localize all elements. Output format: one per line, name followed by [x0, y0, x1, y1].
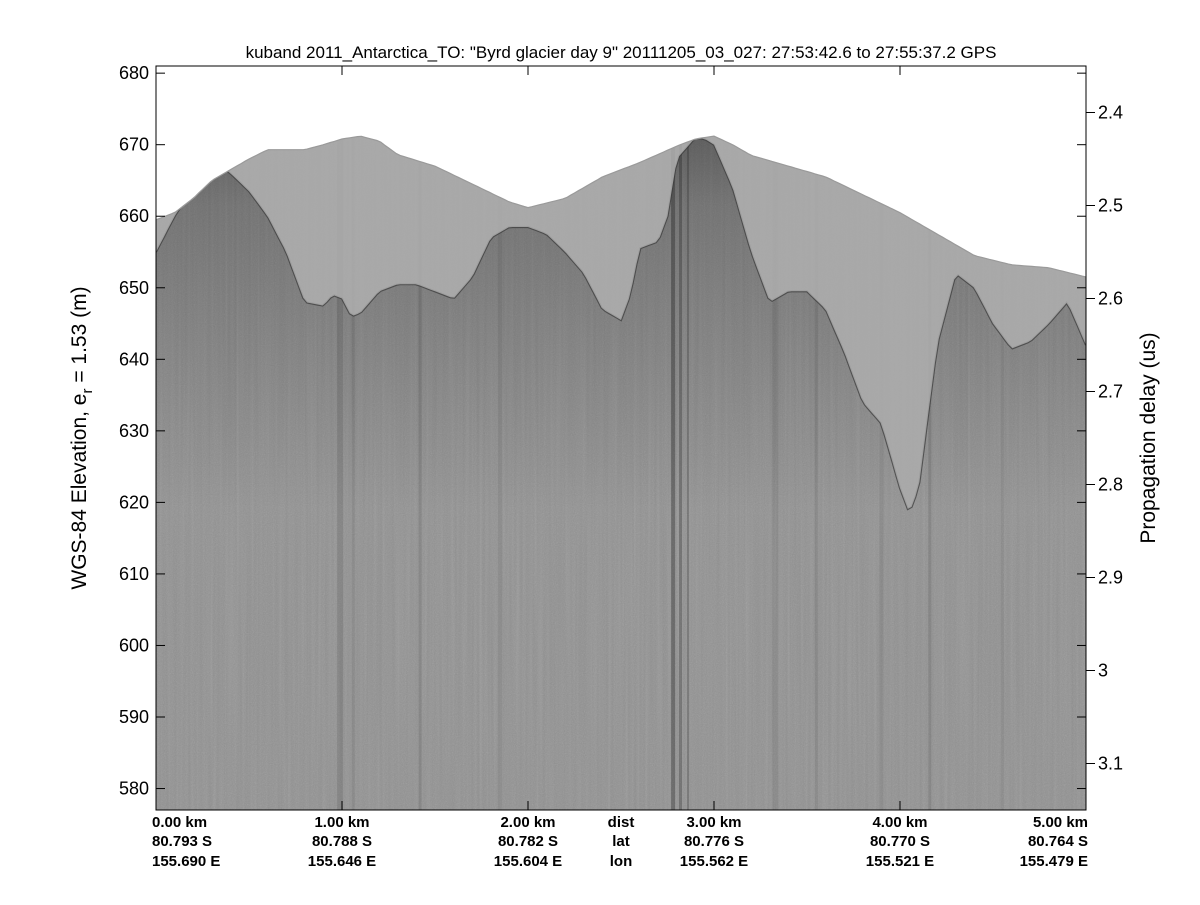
left-tick-label: 680 [119, 63, 149, 83]
right-tick-label: 2.5 [1098, 196, 1123, 216]
bottom-tick-label-lat: 80.776 S [684, 833, 744, 850]
left-tick-label: 650 [119, 278, 149, 298]
left-tick-label: 600 [119, 635, 149, 655]
ice-layer-region [156, 136, 1086, 509]
bottom-tick-label-dist: 5.00 km [1033, 814, 1088, 831]
right-tick-label: 2.8 [1098, 475, 1123, 495]
right-tick-label: 2.9 [1098, 568, 1123, 588]
left-tick-label: 670 [119, 135, 149, 155]
left-tick-label: 640 [119, 349, 149, 369]
left-tick-label: 610 [119, 564, 149, 584]
bottom-tick-label-lat: 80.788 S [312, 833, 372, 850]
bottom-tick-label-lon: 155.562 E [680, 853, 748, 870]
bottom-tick-label-lon: 155.690 E [152, 853, 220, 870]
right-axis-ticks: 2.4 2.5 2.6 2.7 2.8 2.9 3 3.1 [1086, 103, 1123, 774]
bottom-tick-label-dist: 0.00 km [152, 814, 207, 831]
left-tick-label: 580 [119, 779, 149, 799]
chart-title: kuband 2011_Antarctica_TO: "Byrd glacier… [246, 43, 997, 62]
bottom-tick-label-dist: 3.00 km [686, 814, 741, 831]
right-tick-label: 3.1 [1098, 754, 1123, 774]
bottom-tick-label-lon: 155.604 E [494, 853, 562, 870]
left-tick-label: 630 [119, 421, 149, 441]
bottom-tick-label-lat: 80.782 S [498, 833, 558, 850]
bed-shadow-region [156, 138, 1086, 510]
right-tick-label: 2.7 [1098, 382, 1123, 402]
left-tick-label: 620 [119, 492, 149, 512]
bottom-tick-label-dist: 2.00 km [500, 814, 555, 831]
bottom-axis-ticks: 0.00 km 80.793 S 155.690 E 1.00 km 80.788 S 1… [152, 66, 1088, 870]
right-tick-label: 2.4 [1098, 103, 1123, 123]
plot-frame [155, 65, 1087, 811]
bottom-tick-label-lat: 80.770 S [870, 833, 930, 850]
bottom-tick-label-lon: 155.646 E [308, 853, 376, 870]
surface-reflector-line [156, 135, 1086, 278]
right-tick-label: 3 [1098, 661, 1108, 681]
bottom-tick-label-lat: 80.764 S [1028, 833, 1088, 850]
bottom-tick-label-lon: 155.479 E [1020, 853, 1088, 870]
bottom-row-label-lon: lon [610, 853, 633, 870]
left-axis-ticks: 580 590 600 610 620 630 640 650 660 670 680 [119, 63, 1086, 799]
right-axis-label: Propagation delay (us) [1137, 332, 1160, 543]
bottom-tick-label-lon: 155.521 E [866, 853, 934, 870]
left-axis-label: WGS-84 Elevation, er = 1.53 (m) [68, 286, 96, 589]
bottom-row-label-lat: lat [612, 833, 630, 850]
left-tick-label: 590 [119, 707, 149, 727]
bottom-tick-label-dist: 4.00 km [872, 814, 927, 831]
right-tick-label: 2.6 [1098, 289, 1123, 309]
echogram-image [156, 66, 1086, 810]
bottom-tick-label-lat: 80.793 S [152, 833, 212, 850]
bottom-row-label-dist: dist [608, 814, 635, 831]
left-tick-label: 660 [119, 206, 149, 226]
bottom-tick-label-dist: 1.00 km [314, 814, 369, 831]
air-above-surface [156, 66, 1086, 277]
